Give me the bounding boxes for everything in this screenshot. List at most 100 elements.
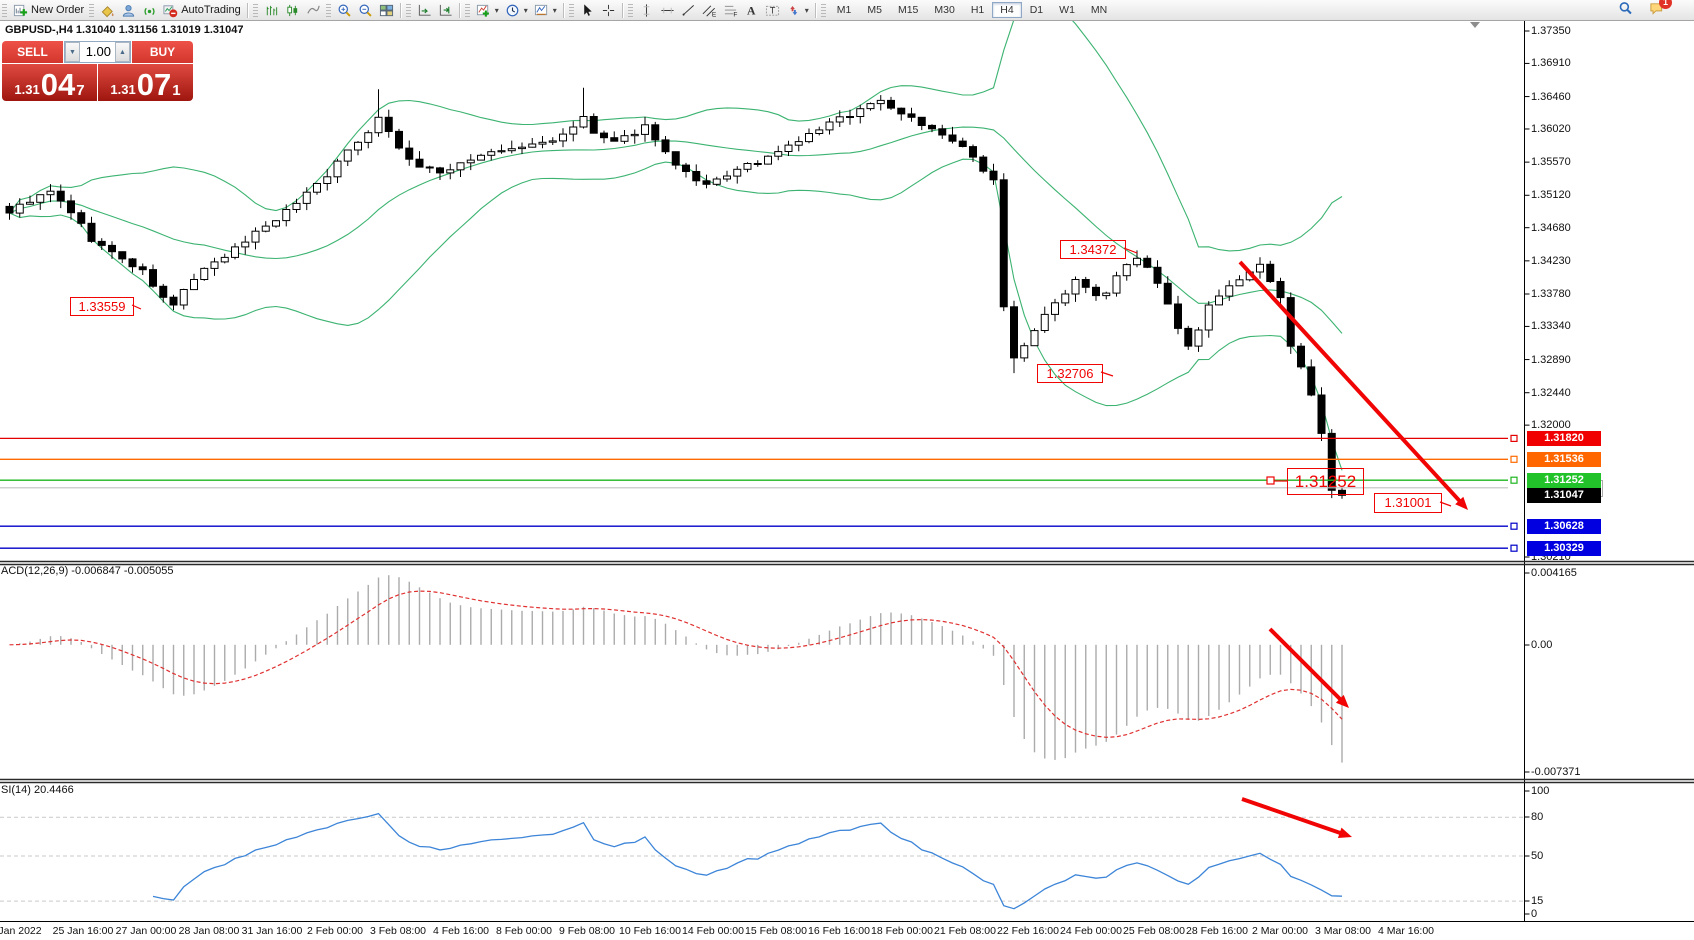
shapes-icon (786, 3, 801, 18)
buy-price-pip: 1 (172, 82, 181, 99)
text-icon: A (744, 3, 759, 18)
buy-price-main: 07 (136, 67, 172, 101)
timeframe-m30-button[interactable]: M30 (934, 4, 955, 16)
vertical-line-button[interactable] (636, 1, 657, 19)
chevron-down-icon[interactable]: ▾ (494, 5, 499, 15)
notification-badge: 1 (1659, 0, 1672, 9)
sell-price-panel[interactable]: 1.31 04 7 (2, 64, 97, 101)
community-button[interactable]: 1 (1649, 0, 1672, 19)
label-icon: T (765, 3, 780, 18)
chart-shift-marker-icon[interactable] (1470, 22, 1480, 28)
trendline-icon (681, 3, 696, 18)
chart-shift-button[interactable] (435, 1, 456, 19)
chevron-down-icon[interactable]: ▾ (804, 5, 809, 15)
crosshair-button[interactable] (598, 1, 619, 19)
line-chart-icon (306, 3, 321, 18)
fibo-icon: F (723, 3, 738, 18)
bar-chart-button[interactable] (261, 1, 282, 19)
autotrading-button[interactable]: AutoTrading (160, 1, 244, 19)
periods-button[interactable]: ▾ (502, 1, 531, 19)
channel-icon: E (702, 3, 717, 18)
styler-button[interactable] (97, 1, 118, 19)
bar-chart-icon (264, 3, 279, 18)
volume-increase-button[interactable]: ▲ (115, 42, 130, 62)
crosshair-icon (601, 3, 616, 18)
timeframe-m15-button[interactable]: M15 (897, 4, 919, 16)
timeframe-h4-button[interactable]: H4 (992, 2, 1022, 18)
svg-text:T: T (770, 5, 776, 15)
timeframe-m1-button[interactable]: M1 (836, 4, 852, 16)
candles-icon (285, 3, 300, 18)
candle-chart-button[interactable] (282, 1, 303, 19)
rsi-indicator-label: SI(14) 20.4466 (1, 784, 74, 796)
text-button[interactable]: A (741, 1, 762, 19)
toolbar-grip (405, 3, 411, 17)
chart-shift-icon (438, 3, 453, 18)
sell-price-pip: 7 (76, 82, 85, 99)
toolbar-grip (627, 3, 633, 17)
fibonacci-button[interactable]: F (720, 1, 741, 19)
buy-price-prefix: 1.31 (110, 82, 136, 97)
timeframe-d1-button[interactable]: D1 (1029, 4, 1044, 16)
new-order-button[interactable]: New Order (10, 1, 87, 19)
auto-scroll-button[interactable] (414, 1, 435, 19)
vline-icon (639, 3, 654, 18)
search-button[interactable] (1618, 1, 1633, 19)
buy-button[interactable]: BUY (132, 41, 193, 63)
sell-button[interactable]: SELL (2, 41, 63, 63)
volume-control: ▼ 1.00 ▲ (64, 41, 131, 63)
toolbar-grip (325, 3, 331, 17)
community-icon (1649, 3, 1664, 19)
zoom-in-icon (337, 3, 352, 18)
toolbar-grip (252, 3, 258, 17)
search-icon (1618, 2, 1633, 19)
signals-icon (142, 3, 157, 18)
toolbar: New Order AutoTrading ▾ ▾ ▾ E F A T ▾ M1 M5 M15 M30 H1… (0, 0, 1694, 21)
line-chart-button[interactable] (303, 1, 324, 19)
chevron-down-icon[interactable]: ▾ (552, 5, 557, 15)
equidistant-channel-button[interactable]: E (699, 1, 720, 19)
templates-button[interactable]: ▾ (531, 1, 560, 19)
toolbar-separator (399, 2, 401, 18)
toolbar-grip (568, 3, 574, 17)
cursor-button[interactable] (577, 1, 598, 19)
tile-windows-button[interactable] (376, 1, 397, 19)
chart-title: GBPUSD-,H4 1.31040 1.31156 1.31019 1.310… (5, 24, 244, 36)
publisher-icon (121, 3, 136, 18)
timeframe-m5-button[interactable]: M5 (867, 4, 882, 16)
publisher-button[interactable] (118, 1, 139, 19)
toolbar-grip (464, 3, 470, 17)
one-click-trading-widget: SELL ▼ 1.00 ▲ BUY 1.31 04 7 1.31 07 1 (2, 41, 193, 101)
signals-button[interactable] (139, 1, 160, 19)
toolbar-separator (814, 2, 816, 18)
volume-input[interactable]: 1.00 (85, 44, 111, 59)
buy-price-panel[interactable]: 1.31 07 1 (98, 64, 193, 101)
auto-scroll-icon (417, 3, 432, 18)
hline-icon (660, 3, 675, 18)
zoom-out-button[interactable] (355, 1, 376, 19)
text-label-button[interactable]: T (762, 1, 783, 19)
add-indicator-icon (476, 3, 491, 18)
macd-indicator-label: ACD(12,26,9) -0.006847 -0.005055 (1, 565, 174, 577)
toolbar-separator (621, 2, 623, 18)
autotrading-icon (163, 3, 178, 18)
timeframe-h1-button[interactable]: H1 (970, 4, 985, 16)
indicators-button[interactable]: ▾ (473, 1, 502, 19)
cursor-icon (580, 3, 595, 18)
timeframe-w1-button[interactable]: W1 (1059, 4, 1075, 16)
zoom-out-icon (358, 3, 373, 18)
new-order-icon (13, 3, 28, 18)
chevron-down-icon[interactable]: ▾ (523, 5, 528, 15)
trendline-button[interactable] (678, 1, 699, 19)
arrow-objects-button[interactable]: ▾ (783, 1, 812, 19)
zoom-in-button[interactable] (334, 1, 355, 19)
clock-icon (505, 3, 520, 18)
volume-decrease-button[interactable]: ▼ (65, 42, 80, 62)
horizontal-line-button[interactable] (657, 1, 678, 19)
toolbar-separator (562, 2, 564, 18)
svg-text:E: E (712, 11, 717, 17)
svg-text:F: F (733, 11, 737, 17)
timeframe-mn-button[interactable]: MN (1090, 4, 1108, 16)
